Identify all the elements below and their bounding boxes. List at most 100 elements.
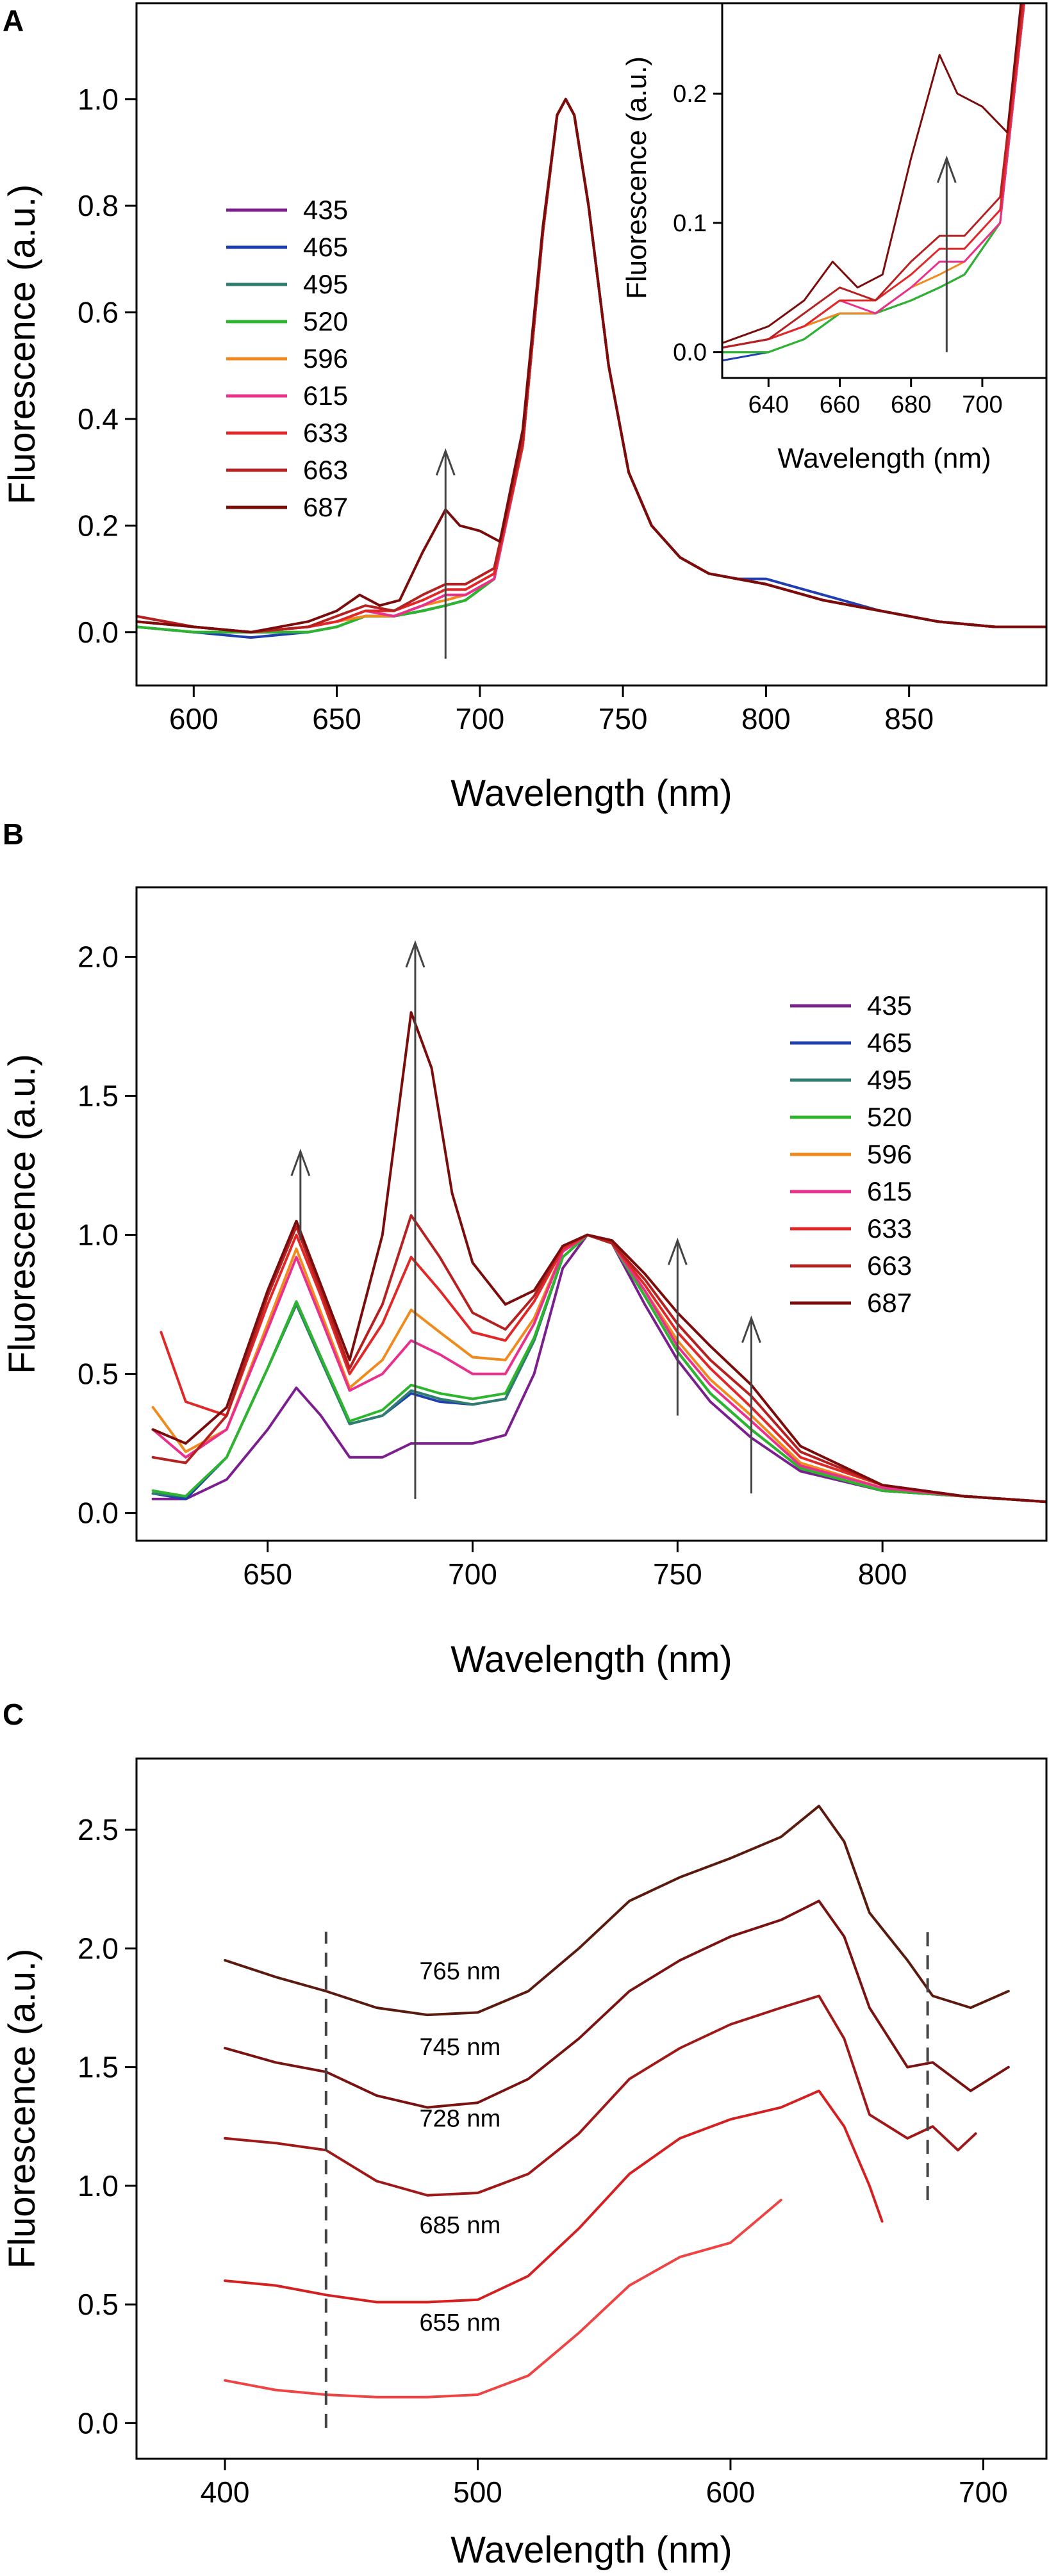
panel-b-legend-label: 465 <box>867 1028 912 1058</box>
inset-ytick-label: 0.0 <box>673 340 707 366</box>
panel-a-ytick-label: 0.2 <box>78 509 119 542</box>
panel-c-trace-label: 655 nm <box>420 2309 501 2336</box>
panel-c-trace-label: 765 nm <box>420 1958 501 1985</box>
panel-b-xtick-label: 800 <box>858 1557 907 1591</box>
panel-a-ytick-label: 0.0 <box>78 616 119 649</box>
panel-a-xtick-label: 850 <box>884 702 934 735</box>
panel-b-frame <box>135 886 1048 1542</box>
inset-xtick-label: 660 <box>820 391 860 418</box>
panel-a-label: A <box>3 4 24 37</box>
panel-a-ytick-label: 0.6 <box>78 296 119 329</box>
panel-a-legend-label: 435 <box>303 195 348 225</box>
panel-b-arrow-1-head <box>405 940 425 968</box>
panel-b-arrow-0-head <box>290 1149 311 1176</box>
inset-series-596 <box>722 3 1026 349</box>
panel-c-series-745-nm <box>224 1899 1010 2109</box>
inset-ytick-label: 0.1 <box>673 210 707 237</box>
panel-b-legend-label: 495 <box>867 1065 912 1095</box>
inset-frame <box>721 2 1048 379</box>
panel-c-series-765-nm <box>224 1805 1010 2017</box>
inset-series-663 <box>722 3 1023 349</box>
inset-xtick-label: 680 <box>891 391 931 418</box>
panel-c-xtick-label: 700 <box>959 2475 1008 2509</box>
panel-c-series-728-nm <box>224 1994 977 2197</box>
panel-b-ytick-label: 1.5 <box>78 1079 119 1113</box>
panel-a-ytick-label: 1.0 <box>78 83 119 116</box>
panel-a-ytick-label: 0.8 <box>78 189 119 222</box>
panel-a-xlabel: Wavelength (nm) <box>450 773 732 814</box>
panel-c-ytick-label: 0.0 <box>78 2406 119 2440</box>
panel-c-xtick-label: 400 <box>201 2475 250 2509</box>
panel-b-series-663 <box>151 1214 1046 1504</box>
panel-b-legend-label: 520 <box>867 1102 912 1132</box>
panel-a-legend-label: 520 <box>303 306 348 336</box>
panel-b-xtick-label: 750 <box>653 1557 702 1591</box>
panel-c-trace-label: 685 nm <box>420 2212 501 2239</box>
panel-a-legend-label: 495 <box>303 269 348 299</box>
panel-a-legend-label: 596 <box>303 343 348 373</box>
panel-c-xtick-label: 600 <box>706 2475 756 2509</box>
panel-b-ytick-label: 1.0 <box>78 1218 119 1252</box>
panel-b-series-435 <box>151 1233 1046 1504</box>
panel-b-ylabel: Fluorescence (a.u.) <box>1 1054 43 1374</box>
panel-c-label: C <box>3 1698 24 1731</box>
panel-b-legend-label: 687 <box>867 1288 912 1318</box>
panel-c-trace-label: 728 nm <box>420 2105 501 2132</box>
panel-b-xtick-label: 700 <box>448 1557 497 1591</box>
panel-c-xlabel: Wavelength (nm) <box>450 2529 732 2571</box>
panel-a-xtick-label: 800 <box>741 702 791 735</box>
panel-a-legend-label: 687 <box>303 492 348 522</box>
panel-b-arrow-3-head <box>741 1315 761 1343</box>
panel-c-ytick-label: 2.5 <box>78 1813 119 1846</box>
panel-b-series-633 <box>160 1233 1046 1504</box>
panel-a-xtick-label: 750 <box>599 702 648 735</box>
panel-b-legend-label: 633 <box>867 1213 912 1243</box>
panel-b-series-615 <box>151 1233 1046 1504</box>
panel-b-series-596 <box>151 1233 1046 1504</box>
panel-b-legend-label: 663 <box>867 1251 912 1281</box>
panel-a-legend-label: 615 <box>303 381 348 411</box>
panel-b-xlabel: Wavelength (nm) <box>450 1639 732 1680</box>
panel-b-legend-label: 615 <box>867 1176 912 1206</box>
panel-c-ytick-label: 1.5 <box>78 2051 119 2084</box>
inset-background <box>722 3 1046 378</box>
panel-c-trace-label: 745 nm <box>420 2034 501 2061</box>
panel-b-legend-label: 596 <box>867 1139 912 1169</box>
panel-b-label: B <box>3 817 24 851</box>
panel-b-ytick-label: 0.5 <box>78 1358 119 1391</box>
panel-a-xtick-label: 650 <box>312 702 361 735</box>
panel-b-series-520 <box>151 1233 1046 1504</box>
panel-c-series-655-nm <box>224 2199 782 2399</box>
panel-a-xtick-label: 700 <box>455 702 504 735</box>
panel-a-arrow-head <box>435 448 456 476</box>
panel-a-xtick-label: 600 <box>169 702 219 735</box>
panel-c-ytick-label: 1.0 <box>78 2169 119 2203</box>
inset-series-687 <box>722 3 1022 345</box>
panel-b-xtick-label: 650 <box>243 1557 292 1591</box>
inset-series-520 <box>722 3 1026 354</box>
panel-a-ytick-label: 0.4 <box>78 402 119 436</box>
panel-c-xtick-label: 500 <box>453 2475 502 2509</box>
panel-b-arrow-2-head <box>667 1237 688 1265</box>
panel-c-ytick-label: 0.5 <box>78 2288 119 2321</box>
panel-c-frame <box>135 1757 1048 2460</box>
inset-ylabel: Fluorescence (a.u.) <box>621 56 652 299</box>
panel-c-ytick-label: 2.0 <box>78 1932 119 1965</box>
panel-c-ylabel: Fluorescence (a.u.) <box>1 1949 43 2269</box>
panel-a-legend-label: 663 <box>303 455 348 485</box>
panel-b-legend-label: 435 <box>867 990 912 1021</box>
panel-a-legend-label: 633 <box>303 418 348 448</box>
panel-c-series-685-nm <box>224 2089 884 2304</box>
panel-a-legend-label: 465 <box>303 232 348 262</box>
inset-xtick-label: 700 <box>962 391 1002 418</box>
inset-xtick-label: 640 <box>748 391 789 418</box>
inset-series-633 <box>722 3 1025 349</box>
panel-b-ytick-label: 2.0 <box>78 940 119 974</box>
panel-b-ytick-label: 0.0 <box>78 1497 119 1530</box>
inset-arrow-head <box>936 155 957 183</box>
inset-xlabel: Wavelength (nm) <box>777 443 991 474</box>
inset-ytick-label: 0.2 <box>673 81 707 108</box>
panel-a-ylabel: Fluorescence (a.u.) <box>1 185 43 505</box>
panel-a-series-687 <box>136 97 1046 634</box>
